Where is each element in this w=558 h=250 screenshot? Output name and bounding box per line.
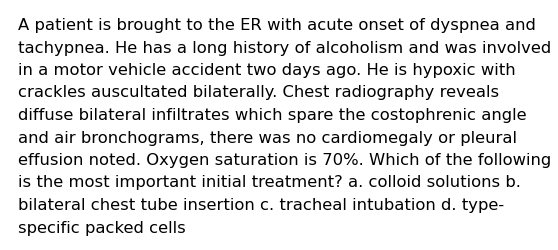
Text: in a motor vehicle accident two days ago. He is hypoxic with: in a motor vehicle accident two days ago… xyxy=(18,63,516,78)
Text: bilateral chest tube insertion c. tracheal intubation d. type-: bilateral chest tube insertion c. trache… xyxy=(18,197,504,212)
Text: crackles auscultated bilaterally. Chest radiography reveals: crackles auscultated bilaterally. Chest … xyxy=(18,85,499,100)
Text: effusion noted. Oxygen saturation is 70%. Which of the following: effusion noted. Oxygen saturation is 70%… xyxy=(18,152,551,167)
Text: is the most important initial treatment? a. colloid solutions b.: is the most important initial treatment?… xyxy=(18,175,521,190)
Text: diffuse bilateral infiltrates which spare the costophrenic angle: diffuse bilateral infiltrates which spar… xyxy=(18,108,527,122)
Text: tachypnea. He has a long history of alcoholism and was involved: tachypnea. He has a long history of alco… xyxy=(18,40,551,55)
Text: A patient is brought to the ER with acute onset of dyspnea and: A patient is brought to the ER with acut… xyxy=(18,18,536,33)
Text: specific packed cells: specific packed cells xyxy=(18,220,186,234)
Text: and air bronchograms, there was no cardiomegaly or pleural: and air bronchograms, there was no cardi… xyxy=(18,130,517,145)
